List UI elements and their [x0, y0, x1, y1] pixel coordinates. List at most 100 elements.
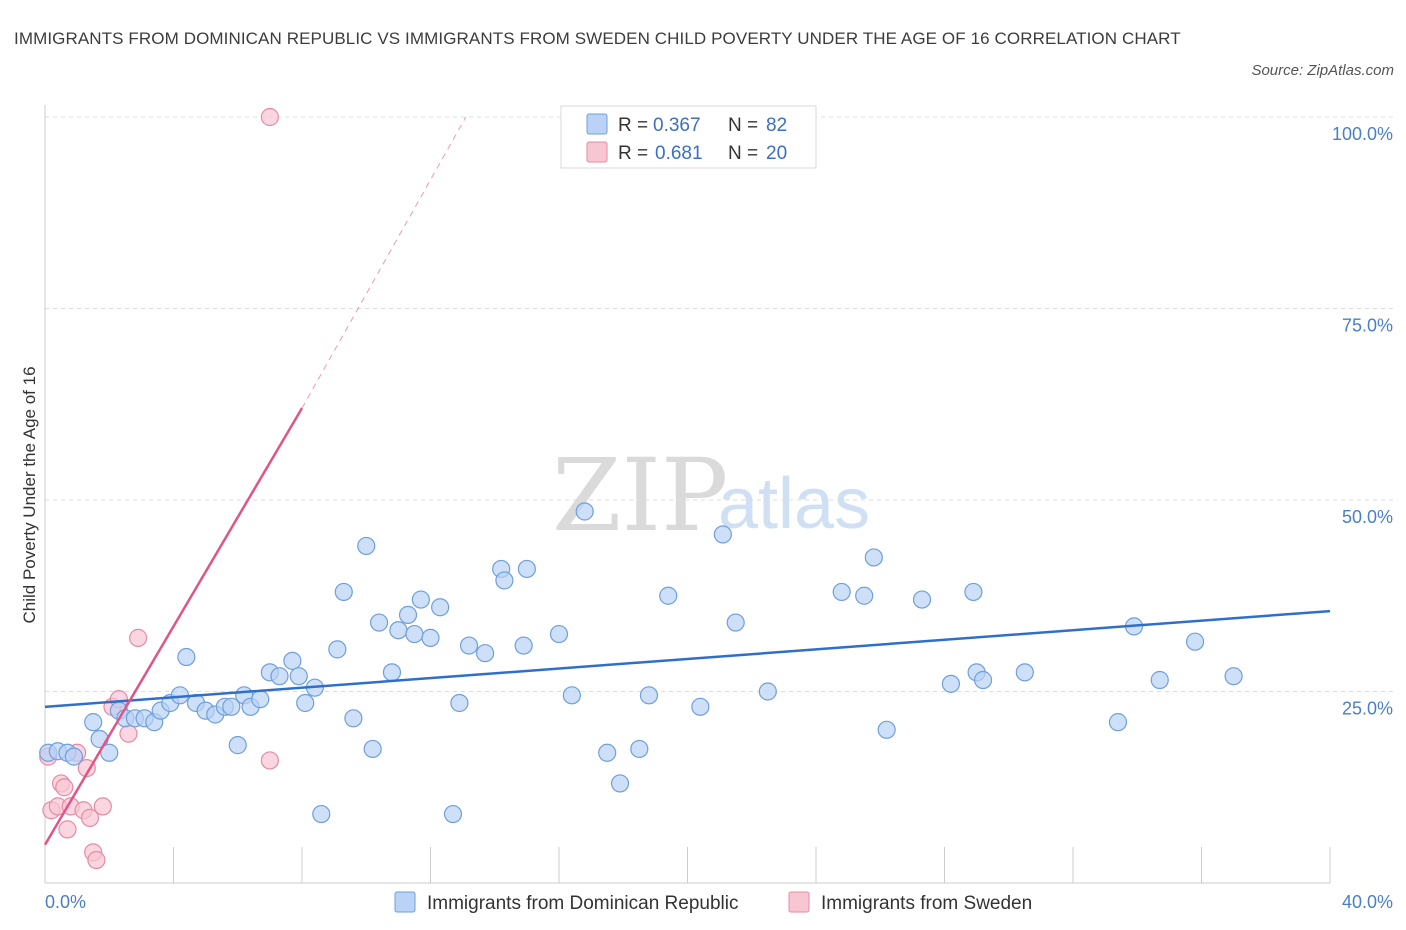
dominican-point-74 — [1015, 663, 1034, 682]
sweden-point-9 — [77, 758, 96, 778]
stats-legend-swatch-sweden — [586, 141, 608, 163]
dominican-point-24 — [251, 690, 270, 709]
dominican-point-6 — [100, 743, 119, 762]
dominican-point-41 — [405, 624, 424, 644]
dominican-point-51 — [514, 636, 533, 655]
dominican-point-75 — [1108, 713, 1128, 732]
dominican-point-59 — [639, 686, 659, 705]
sweden-point-17 — [129, 628, 148, 647]
dominican-point-73 — [973, 670, 993, 690]
trend-line-sweden — [43, 407, 304, 846]
y-tick-labels: 25.0% 50.0% 75.0% 100.0% — [1332, 124, 1393, 719]
dominican-point-29 — [296, 693, 315, 713]
series-legend: Immigrants from Dominican Republic Immig… — [394, 891, 1032, 914]
trend-lines — [43, 116, 1331, 846]
dominican-point-56 — [598, 743, 617, 762]
sweden-point-10 — [80, 808, 100, 827]
dominican-point-64 — [758, 682, 777, 701]
dominican-point-43 — [421, 628, 440, 647]
dominican-point-47 — [459, 636, 479, 655]
trend-line-sweden-extension — [301, 116, 467, 409]
stats-r-value-1: 0.367 — [653, 115, 701, 136]
dominican-point-46 — [450, 693, 469, 713]
y-tick-label-100: 100.0% — [1332, 124, 1393, 144]
sweden-point-18 — [260, 751, 279, 770]
dominican-point-35 — [357, 536, 376, 556]
stats-n-label-1: N = — [728, 115, 758, 136]
dominican-point-60 — [659, 586, 678, 605]
dominican-point-3 — [64, 747, 84, 766]
dominican-point-66 — [855, 586, 874, 605]
dominican-point-27 — [283, 651, 302, 670]
dominican-point-26 — [270, 667, 289, 686]
dominican-point-15 — [177, 647, 196, 667]
dominican-point-32 — [328, 640, 347, 659]
dominican-point-54 — [562, 686, 581, 705]
dominican-point-36 — [363, 739, 382, 759]
dominican-point-33 — [334, 582, 353, 602]
stats-n-value-2: 20 — [766, 143, 787, 164]
dominican-point-70 — [941, 674, 961, 693]
dominican-point-20 — [222, 697, 241, 716]
legend-swatch-dominican — [394, 891, 416, 913]
dominican-point-21 — [228, 736, 247, 755]
dominican-point-62 — [713, 525, 732, 544]
x-tick-label-max: 40.0% — [1342, 892, 1393, 912]
legend-swatch-sweden — [788, 891, 810, 913]
dominican-point-38 — [382, 663, 402, 682]
dominican-point-44 — [431, 598, 450, 617]
dominican-point-50 — [495, 571, 514, 590]
dominican-point-52 — [517, 559, 536, 579]
dominican-point-34 — [344, 709, 363, 728]
trend-line-dominican — [44, 609, 1331, 709]
dominican-point-48 — [476, 644, 495, 663]
dominican-point-63 — [726, 613, 745, 632]
dominican-point-55 — [575, 502, 594, 521]
x-tick-label-min: 0.0% — [45, 892, 86, 912]
dominican-point-42 — [411, 590, 430, 609]
sweden-point-4 — [55, 778, 74, 797]
sweden-point-16 — [119, 724, 138, 743]
dominican-point-61 — [691, 697, 710, 716]
dominican-point-58 — [630, 739, 649, 759]
dominican-point-67 — [864, 548, 883, 567]
dominican-point-53 — [549, 624, 569, 644]
chart-title: IMMIGRANTS FROM DOMINICAN REPUBLIC VS IM… — [14, 29, 1181, 48]
stats-legend: R = 0.367 N = 82 R = 0.681 N = 20 — [560, 105, 817, 169]
legend-label-sweden: Immigrants from Sweden — [821, 893, 1032, 914]
dominican-point-69 — [912, 590, 932, 609]
stats-legend-swatch-dominican — [586, 113, 608, 135]
sweden-point-13 — [93, 797, 112, 816]
stats-n-value-1: 82 — [766, 115, 787, 136]
sweden-point-12 — [87, 850, 106, 870]
dominican-point-28 — [289, 667, 308, 686]
dominican-point-45 — [443, 804, 463, 824]
chart-source: Source: ZipAtlas.com — [1251, 62, 1394, 79]
stats-n-label-2: N = — [728, 143, 758, 164]
gridlines — [45, 116, 1393, 692]
watermark-atlas: atlas — [718, 464, 870, 544]
stats-r-value-2: 0.681 — [655, 143, 703, 164]
y-tick-label-50: 50.0% — [1342, 507, 1393, 527]
dominican-point-65 — [832, 582, 851, 602]
dominican-point-79 — [1224, 667, 1243, 686]
dominican-point-37 — [370, 613, 389, 632]
y-axis-label: Child Poverty Under the Age of 16 — [20, 366, 39, 623]
dominican-point-39 — [389, 621, 408, 640]
dominican-point-68 — [877, 720, 896, 739]
y-tick-label-75: 75.0% — [1342, 316, 1393, 336]
axes — [44, 105, 1331, 884]
y-tick-label-25: 25.0% — [1342, 699, 1393, 719]
sweden-point-19 — [260, 107, 279, 127]
dominican-point-78 — [1185, 632, 1205, 651]
dominican-point-77 — [1150, 670, 1169, 690]
dominican-point-31 — [312, 804, 331, 824]
dominican-point-4 — [84, 713, 103, 732]
dominican-point-57 — [610, 774, 630, 793]
sweden-point-5 — [58, 820, 77, 839]
dominican-point-71 — [964, 582, 983, 602]
stats-r-label-1: R = — [618, 115, 648, 136]
stats-r-label-2: R = — [618, 143, 648, 164]
dominican-point-40 — [398, 605, 418, 625]
